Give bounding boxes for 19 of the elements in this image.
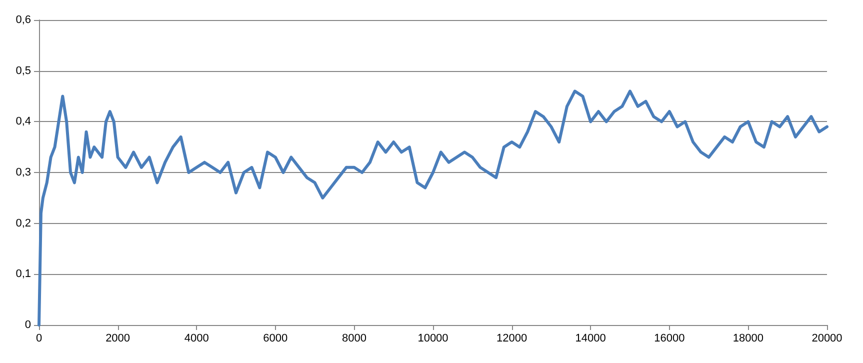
- x-tick-label: 10000: [418, 332, 448, 344]
- y-tick-label: 0,1: [16, 268, 31, 280]
- x-tick-label: 12000: [496, 332, 528, 344]
- x-tick-label: 6000: [263, 332, 288, 344]
- y-tick-label: 0,3: [16, 166, 31, 178]
- x-tick-label: 8000: [342, 332, 366, 344]
- x-tick-label: 0: [36, 332, 42, 344]
- y-tick-label: 0,6: [16, 14, 31, 26]
- x-tick-label: 2000: [106, 332, 130, 344]
- y-tick-label: 0,5: [16, 64, 31, 77]
- y-tick-label: 0: [24, 319, 31, 331]
- x-tick-label: 16000: [654, 332, 685, 344]
- x-tick-label: 20000: [812, 332, 842, 344]
- y-tick-label: 0,4: [16, 116, 31, 128]
- x-tick-label: 14000: [575, 332, 606, 344]
- line-series: [38, 90, 828, 326]
- y-tick-label: 0,2: [16, 217, 31, 230]
- x-tick-label: 18000: [732, 332, 764, 344]
- x-tick-label: 4000: [184, 332, 209, 344]
